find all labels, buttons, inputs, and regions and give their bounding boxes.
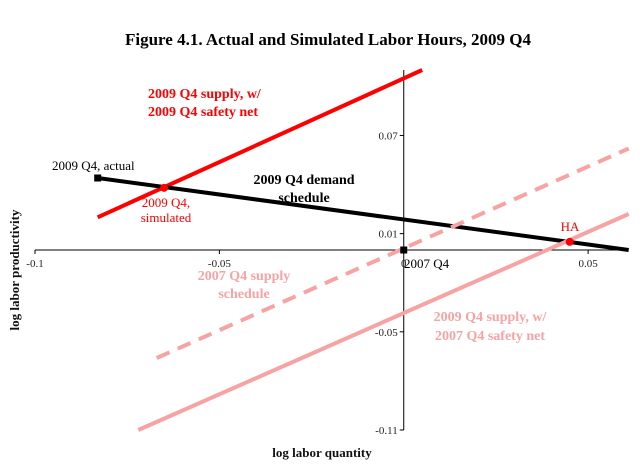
y-tick-label: -0.11 [375, 425, 398, 437]
series-line-4 [137, 212, 630, 432]
annotations-layer: 2009 Q4 supply, w/2009 Q4 safety net 2009… [52, 87, 580, 344]
y-tick-label: 0.01 [379, 229, 398, 241]
annotation-text: simulated [141, 210, 192, 225]
annotation-text: 2007 Q4 [404, 256, 450, 271]
chart-title: Figure 4.1. Actual and Simulated Labor H… [125, 30, 531, 49]
annotation-text: 2009 Q4 supply, w/ [148, 87, 262, 102]
annotation-text: 2007 Q4 supply [198, 269, 291, 284]
point-marker-2 [160, 183, 169, 192]
annotation-text: 2007 Q4 safety net [435, 329, 545, 344]
annotation-text: schedule [278, 191, 329, 206]
point-marker-4 [565, 237, 574, 246]
annotation-text: 2009 Q4 demand [253, 173, 354, 188]
series-line-1 [96, 68, 424, 220]
x-tick-label: 0.05 [579, 258, 599, 270]
annotation-text: HA [561, 219, 580, 234]
point-marker-1 [94, 174, 102, 182]
annotation-text: 2009 Q4, actual [52, 158, 135, 173]
point-marker-3 [400, 246, 408, 254]
series-line-2 [97, 176, 629, 252]
annotation-text: 2009 Q4, [142, 195, 190, 210]
series-layer [96, 68, 630, 432]
annotation-text: 2009 Q4 safety net [148, 105, 258, 120]
points-layer [94, 174, 574, 254]
annotation-text: schedule [218, 287, 269, 302]
x-tick-label: 0 [401, 258, 407, 270]
x-tick-label: -0.1 [26, 258, 43, 270]
x-tick-label: -0.05 [208, 258, 231, 270]
y-tick-label: -0.05 [375, 327, 398, 339]
y-axis-title: log labor productivity [7, 209, 22, 330]
y-tick-label: 0.07 [379, 130, 399, 142]
annotation-text: 2009 Q4 supply, w/ [434, 310, 548, 325]
axes: -0.1 -0.05 0 0.05 0.07 0.01 -0.05 -0.11 [26, 70, 625, 437]
x-axis-title: log labor quantity [272, 445, 372, 460]
series-line-3 [155, 146, 630, 360]
